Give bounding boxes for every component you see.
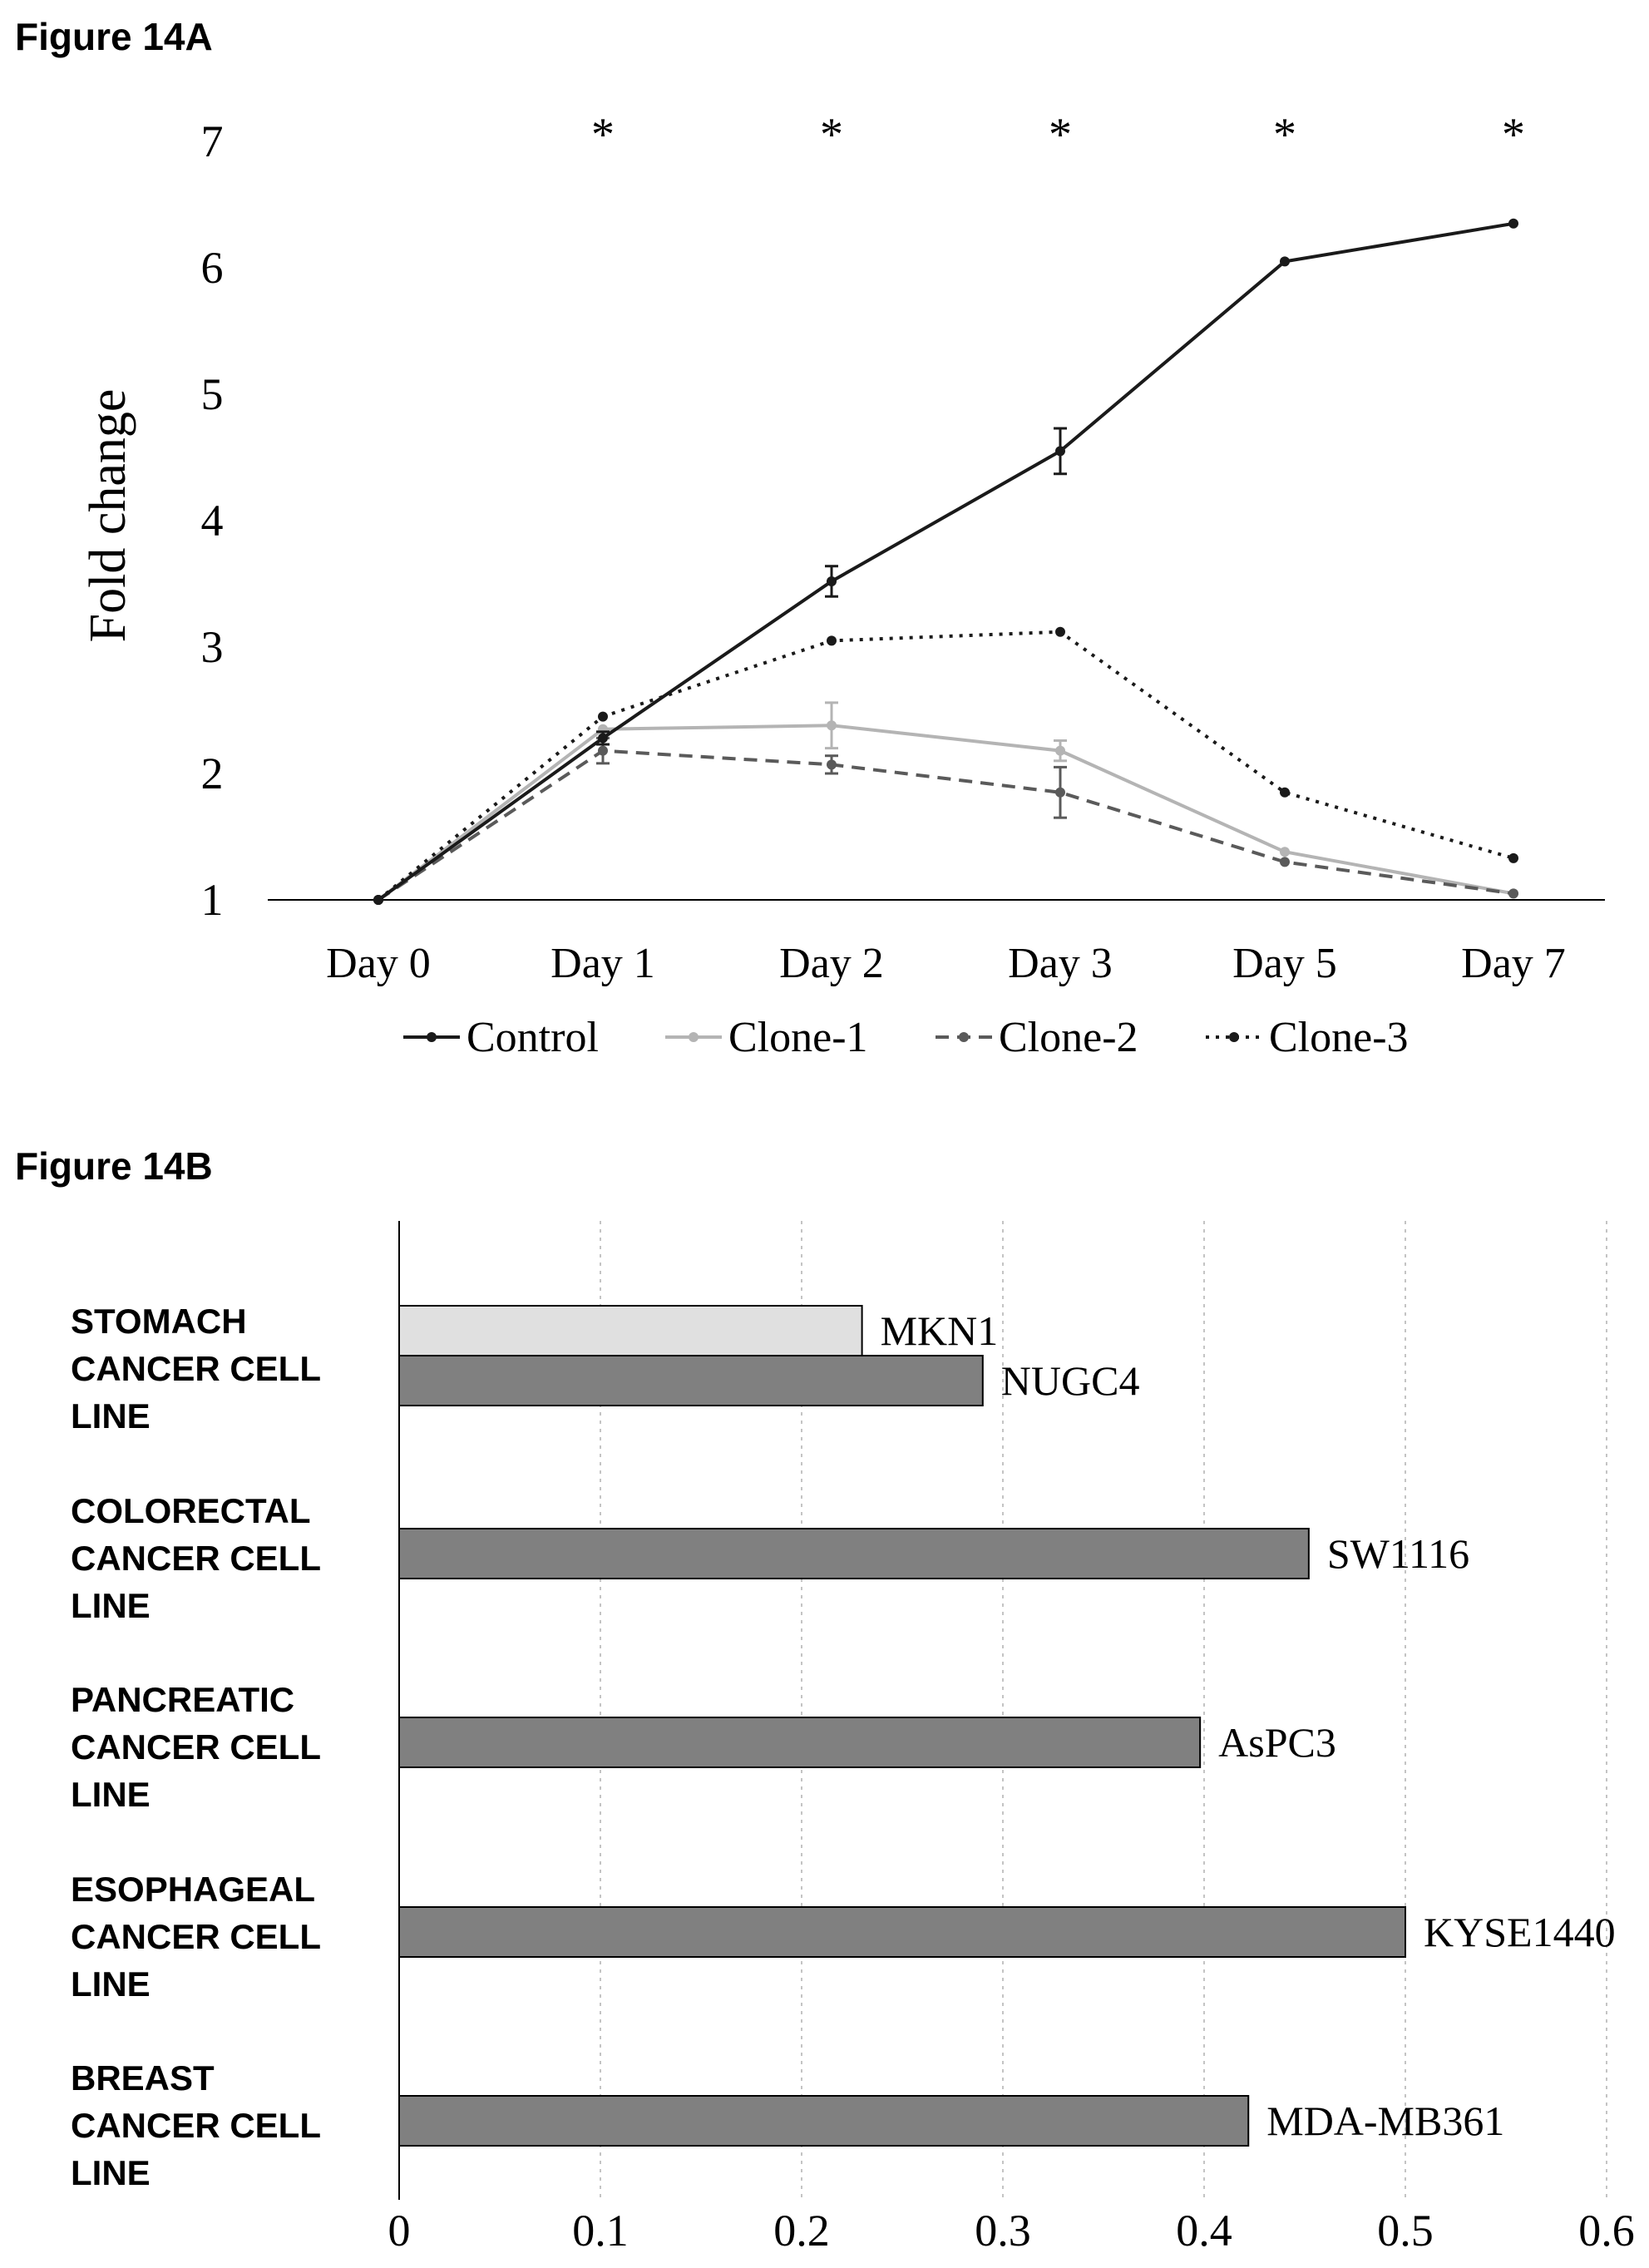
bar-kyse1440 — [398, 1906, 1406, 1958]
series-line-clone-1 — [377, 724, 1514, 902]
data-point — [1508, 218, 1518, 229]
bar-sw1116 — [398, 1528, 1310, 1579]
x-tick-label: 0.6 — [1578, 2206, 1635, 2256]
category-label: CANCER CELL — [71, 1727, 321, 1766]
y-tick-label: 1 — [201, 875, 224, 925]
y-tick-label: 7 — [201, 116, 224, 166]
legend-marker — [689, 1032, 699, 1042]
legend-marker — [1229, 1032, 1239, 1042]
significance-marker: * — [591, 109, 615, 161]
legend-label: Clone-2 — [999, 1014, 1138, 1061]
x-tick-label: Day 7 — [1461, 940, 1566, 987]
bar-label: NUGC4 — [1001, 1357, 1140, 1404]
category-label: COLORECTAL — [71, 1491, 311, 1530]
bar-aspc3 — [398, 1717, 1202, 1768]
legend-label: Control — [467, 1014, 599, 1061]
y-tick-label: 6 — [201, 243, 224, 293]
category-label: CANCER CELL — [71, 1917, 321, 1956]
bar-mda-mb361 — [398, 2095, 1250, 2147]
series-line-clone-3 — [377, 630, 1514, 902]
significance-marker: * — [820, 109, 843, 161]
category-label: LINE — [71, 2153, 151, 2192]
category-label: LINE — [71, 1964, 151, 2004]
category-label: ESOPHAGEAL — [71, 1870, 315, 1909]
data-point — [1280, 857, 1290, 867]
figure-14b: Figure 14B 0 0.1 0.2 0.3 0.4 0.5 0.6 STOMACH CAN… — [15, 1144, 1635, 2256]
x-tick-label: Day 2 — [779, 940, 884, 987]
x-tick-label: Day 0 — [326, 940, 431, 987]
x-tick-label: 0 — [388, 2206, 411, 2256]
y-axis-title: Fold change — [80, 389, 136, 643]
legend-marker — [959, 1032, 969, 1042]
x-tick-label: Day 3 — [1008, 940, 1113, 987]
x-tick-label: 0.1 — [572, 2206, 629, 2256]
x-tick-label: Day 1 — [550, 940, 655, 987]
significance-marker: * — [1273, 109, 1296, 161]
bar-label: MKN1 — [881, 1307, 999, 1354]
bar-label: SW1116 — [1327, 1530, 1469, 1577]
data-point — [1280, 787, 1290, 798]
figure-14a-label: Figure 14A — [15, 15, 213, 58]
series-line-control — [377, 221, 1514, 902]
x-tick-label: Day 5 — [1232, 940, 1337, 987]
y-tick-label: 3 — [201, 622, 224, 672]
data-point — [827, 635, 837, 646]
bar-label: KYSE1440 — [1424, 1909, 1616, 1955]
data-point — [598, 711, 608, 722]
data-point — [373, 895, 383, 905]
legend-label: Clone-3 — [1269, 1014, 1409, 1061]
bar-label: AsPC3 — [1218, 1719, 1336, 1766]
bar-label: MDA-MB361 — [1266, 2098, 1504, 2144]
y-tick-label: 5 — [201, 369, 224, 419]
x-tick-label: 0.2 — [773, 2206, 830, 2256]
significance-marker: * — [1502, 109, 1525, 161]
category-label: PANCREATIC — [71, 1680, 294, 1719]
series-line-clone-2 — [377, 749, 1514, 902]
category-label: CANCER CELL — [71, 2106, 321, 2145]
legend-label: Clone-1 — [728, 1014, 868, 1061]
data-point — [1280, 847, 1290, 857]
y-tick-label: 4 — [201, 496, 224, 546]
data-point — [1508, 852, 1518, 863]
data-point — [1280, 256, 1290, 267]
data-point — [1508, 888, 1518, 899]
bar-mkn1 — [398, 1305, 863, 1356]
figure-14b-label: Figure 14B — [15, 1144, 213, 1188]
category-label: CANCER CELL — [71, 1349, 321, 1388]
bar-nugc4 — [398, 1355, 984, 1406]
y-tick-label: 2 — [201, 749, 224, 798]
category-label: LINE — [71, 1586, 151, 1625]
figure-14a: Figure 14A 1 2 3 4 5 6 7 Fold change Day 0 Day 1 D… — [15, 15, 1605, 1061]
category-label: STOMACH — [71, 1302, 247, 1341]
x-tick-label: 0.4 — [1176, 2206, 1232, 2256]
x-tick-label: 0.3 — [975, 2206, 1031, 2256]
category-label: CANCER CELL — [71, 1539, 321, 1578]
category-label: BREAST — [71, 2058, 215, 2098]
data-point — [1055, 626, 1065, 637]
significance-marker: * — [1049, 109, 1072, 161]
x-tick-label: 0.5 — [1377, 2206, 1434, 2256]
category-label: LINE — [71, 1396, 151, 1435]
category-label: LINE — [71, 1775, 151, 1814]
legend-marker — [427, 1032, 437, 1042]
